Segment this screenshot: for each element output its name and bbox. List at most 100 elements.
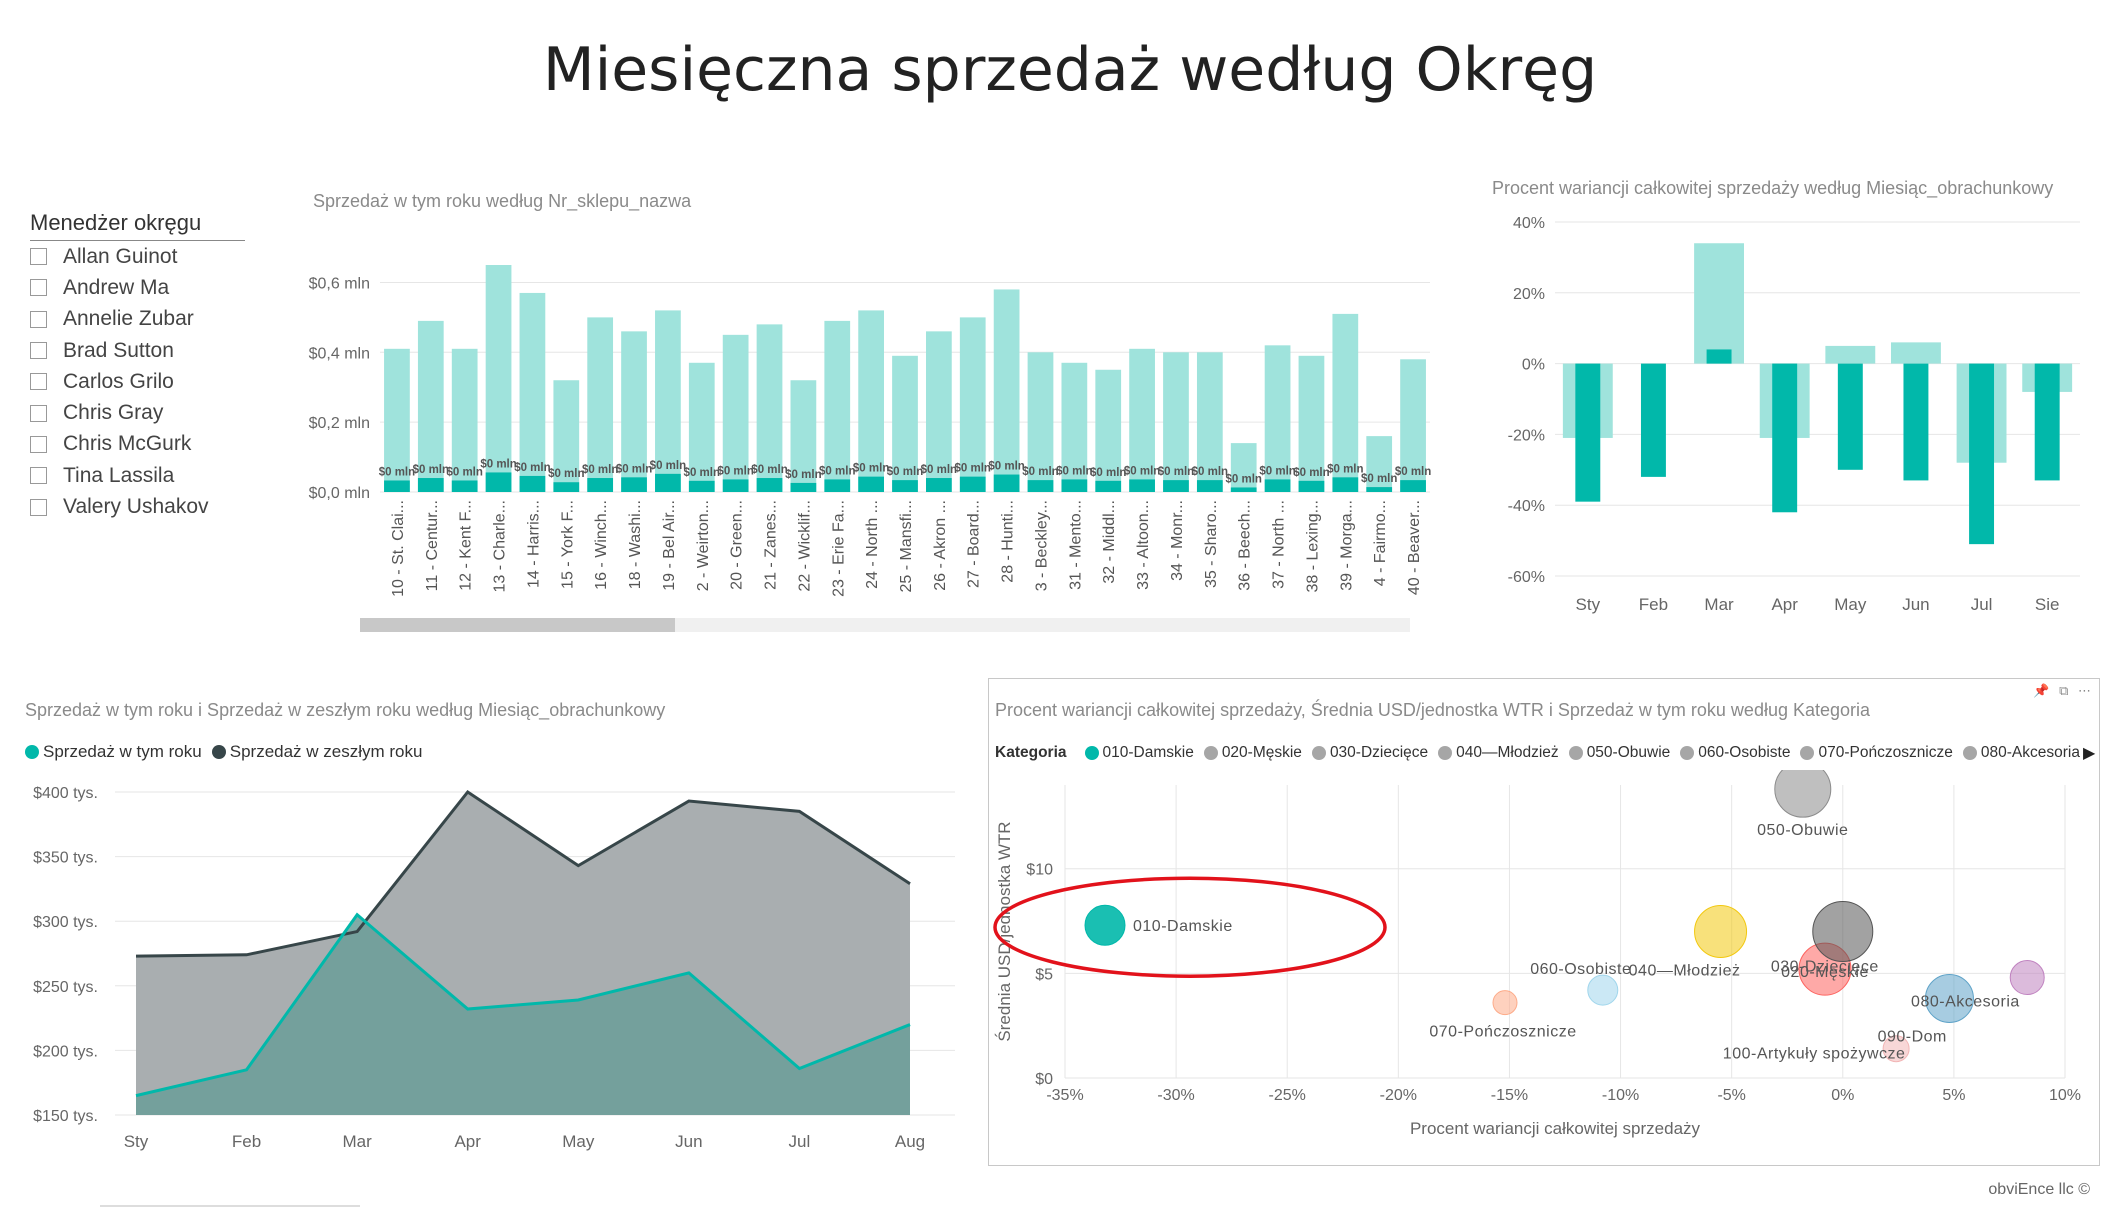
y-tick-label: $350 tys.: [33, 850, 98, 867]
pin-icon[interactable]: 📌: [2033, 683, 2050, 698]
x-tick-label: Apr: [454, 1132, 481, 1151]
bar-ty: [926, 478, 952, 492]
slicer-item[interactable]: Chris McGurk: [30, 429, 245, 460]
data-label: $0 mln: [853, 463, 889, 475]
scatter-legend-item-label: 080-Akcesoria: [1980, 744, 2080, 761]
point-label: 100-Artykuły spożywcze: [1723, 1046, 1906, 1063]
checkbox-icon[interactable]: [30, 342, 47, 360]
trend-legend-label: Sprzedaż w tym roku: [43, 742, 202, 761]
bar-ty: [1400, 480, 1426, 492]
checkbox-icon[interactable]: [30, 373, 47, 391]
scatter-legend-item[interactable]: 020-Męskie: [1203, 744, 1302, 762]
checkbox-icon[interactable]: [30, 310, 47, 328]
bar-ty: [1332, 477, 1359, 492]
data-label: $0 mln: [1327, 463, 1363, 475]
scatter-point: [1812, 901, 1874, 962]
x-tick-label: 31 - Mento...: [1067, 500, 1084, 590]
more-options-icon[interactable]: ⋯: [2078, 683, 2091, 698]
slicer-item-label: Tina Lassila: [63, 463, 175, 487]
data-label: $0 mln: [921, 464, 957, 476]
y-tick-label: $5: [1035, 966, 1053, 983]
slicer-item[interactable]: Tina Lassila: [30, 460, 245, 491]
slicer-item[interactable]: Carlos Grilo: [30, 366, 245, 397]
scatter-visual-frame: 📌 ⧉ ⋯: [988, 678, 2100, 1166]
x-tick-label: Sty: [1576, 595, 1601, 614]
variance-chart-title: Procent wariancji całkowitej sprzedaży w…: [1492, 178, 2054, 198]
checkbox-icon[interactable]: [30, 248, 47, 266]
y-tick-label: -40%: [1508, 498, 1545, 515]
slicer-item-label: Carlos Grilo: [63, 369, 174, 393]
trend-legend-item-last-year[interactable]: Sprzedaż w zeszłym roku: [211, 742, 422, 762]
x-tick-label: Jul: [1971, 595, 1993, 614]
scatter-legend-item[interactable]: 050-Obuwie: [1568, 744, 1670, 762]
checkbox-icon[interactable]: [30, 498, 47, 516]
y-tick-label: $0,4 mln: [309, 345, 370, 362]
point-label: 080-Akcesoria: [1911, 993, 2020, 1010]
x-tick-label: 15 - York F...: [559, 500, 576, 589]
bar-ly: [1163, 352, 1189, 492]
y-tick-label: $250 tys.: [33, 979, 98, 996]
checkbox-icon[interactable]: [30, 435, 47, 453]
checkbox-icon[interactable]: [30, 467, 47, 485]
x-tick-label: Mar: [1704, 595, 1734, 614]
slicer-item[interactable]: Brad Sutton: [30, 335, 245, 366]
y-tick-label: $0: [1035, 1071, 1053, 1088]
footer-credit: obviEnce llc ©: [1988, 1181, 2090, 1198]
x-tick-label: -15%: [1491, 1087, 1528, 1104]
x-tick-label: 35 - Sharo...: [1203, 500, 1220, 588]
scatter-legend-item[interactable]: 040—Młodzież: [1438, 744, 1559, 762]
data-label: $0 mln: [785, 469, 821, 481]
slicer-item[interactable]: Valery Ushakov: [30, 491, 245, 522]
slicer-item[interactable]: Andrew Ma: [30, 272, 245, 303]
scrollbar-thumb[interactable]: [360, 618, 675, 632]
point-label: 090-Dom: [1878, 1029, 1947, 1046]
y-tick-label: 20%: [1513, 286, 1545, 303]
data-label: $0 mln: [582, 464, 618, 476]
x-tick-label: Jun: [1902, 595, 1929, 614]
bar-ly: [655, 310, 681, 492]
y-tick-label: 40%: [1513, 215, 1545, 232]
scatter-legend-item[interactable]: 010-Damskie: [1084, 744, 1194, 762]
bar-ly: [688, 362, 715, 492]
bar-ty: [1366, 487, 1393, 492]
slicer-item[interactable]: Allan Guinot: [30, 241, 245, 272]
data-label: $0 mln: [548, 468, 584, 480]
slicer-item[interactable]: Chris Gray: [30, 397, 245, 428]
bar-ly: [1196, 352, 1223, 492]
bar-ly: [959, 317, 986, 492]
slicer-item-label: Allan Guinot: [63, 244, 178, 268]
slicer-item[interactable]: Annelie Zubar: [30, 304, 245, 335]
x-tick-label: 32 - Middl...: [1101, 500, 1118, 584]
x-tick-label: 20 - Green...: [729, 500, 746, 590]
bar-variance-ly: [1825, 345, 1876, 364]
x-tick-label: -5%: [1717, 1087, 1745, 1104]
scatter-legend-item[interactable]: 080-Akcesoria: [1962, 744, 2080, 762]
data-label: $0 mln: [1192, 466, 1228, 478]
scatter-legend-item[interactable]: 030-Dziecięce: [1311, 744, 1428, 762]
x-tick-label: 10 - St. Clai...: [390, 500, 407, 597]
y-tick-label: $400 tys.: [33, 785, 98, 802]
legend-next-arrow-icon[interactable]: ▶: [2083, 745, 2096, 762]
trend-legend: Sprzedaż w tym roku Sprzedaż w zeszłym r…: [25, 742, 432, 762]
scatter-legend-item[interactable]: 060-Osobiste: [1680, 744, 1790, 762]
y-tick-label: $200 tys.: [33, 1043, 98, 1060]
checkbox-icon[interactable]: [30, 404, 47, 422]
bar-variance-ty: [1903, 363, 1929, 481]
bar-ly: [417, 320, 444, 492]
bar-ly: [722, 334, 749, 492]
checkbox-icon[interactable]: [30, 279, 47, 297]
x-tick-label: 38 - Lexing...: [1304, 500, 1321, 593]
x-tick-label: 14 - Harris...: [525, 500, 542, 588]
bar-ly: [621, 331, 647, 492]
data-label: $0 mln: [1225, 473, 1261, 485]
scatter-legend-item[interactable]: 070-Pończosznicze: [1800, 744, 1953, 762]
x-tick-label: 16 - Winch...: [593, 500, 610, 590]
slicer-item-label: Chris McGurk: [63, 432, 192, 456]
bar-variance-ty: [2034, 363, 2060, 481]
focus-mode-icon[interactable]: ⧉: [2059, 683, 2069, 698]
trend-legend-item-this-year[interactable]: Sprzedaż w tym roku: [25, 742, 202, 762]
bar-ly: [384, 348, 410, 492]
bar-ly: [1400, 359, 1426, 492]
bar-ly: [1095, 369, 1122, 492]
bar-ty: [1196, 480, 1223, 492]
